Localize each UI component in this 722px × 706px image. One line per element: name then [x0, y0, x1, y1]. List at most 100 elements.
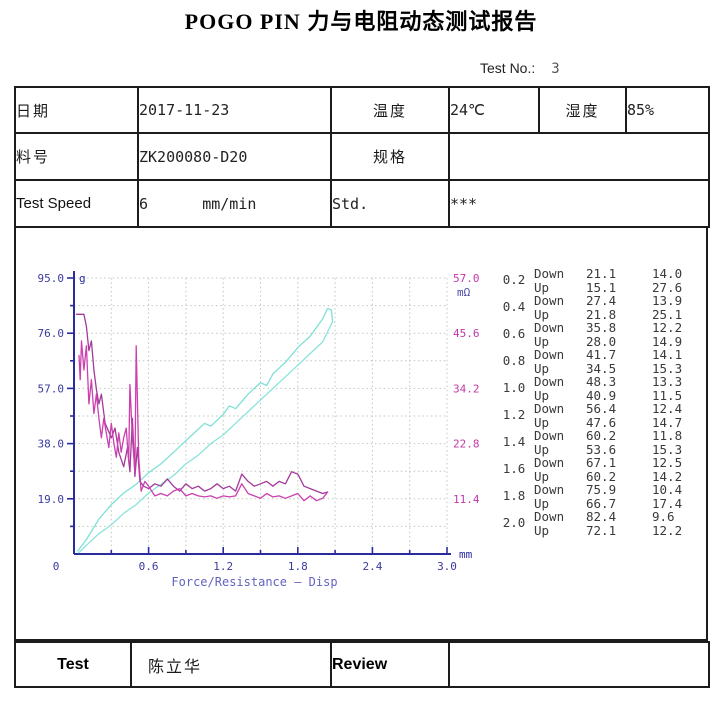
- down-force-value: 48.3: [586, 374, 617, 389]
- date-value: 2017-11-23: [137, 86, 332, 134]
- down-force-value: 41.7: [586, 347, 617, 362]
- displacement-value: 1.8: [502, 488, 526, 503]
- speed-label: Test Speed: [14, 179, 139, 228]
- x-axis-tick-label: 0.6: [139, 560, 159, 573]
- up-resistance-value: 14.9: [652, 333, 683, 349]
- down-force-value: 67.1: [586, 455, 617, 470]
- down-resistance-value: 12.5: [652, 455, 683, 470]
- up-label: Up: [534, 522, 550, 538]
- down-resistance-value: 14.0: [652, 266, 683, 281]
- up-resistance-value: 11.5: [652, 387, 683, 403]
- up-force-value: 21.8: [586, 306, 617, 322]
- up-resistance-value: 14.2: [652, 468, 683, 484]
- down-label: Down: [534, 374, 565, 389]
- x-axis-tick-label: 1.2: [213, 560, 233, 573]
- up-label: Up: [534, 360, 550, 376]
- signature-table: Test 陈立华 Review: [14, 641, 710, 688]
- up-label: Up: [534, 468, 550, 484]
- down-force-value: 27.4: [586, 293, 617, 308]
- up-force-value: 15.1: [586, 279, 617, 295]
- right-axis-tick-label: 11.4: [453, 493, 480, 506]
- down-force-value: 21.1: [586, 266, 617, 281]
- left-axis-tick-label: 57.0: [38, 382, 65, 395]
- test-no-label: Test No.:: [480, 60, 536, 76]
- up-force-value: 60.2: [586, 468, 617, 484]
- down-force-value: 82.4: [586, 509, 617, 524]
- up-label: Up: [534, 495, 550, 511]
- spec-value: [448, 132, 710, 181]
- measurement-group: 0.8 Down 41.7 14.1 Up 34.5 15.3: [494, 347, 708, 376]
- measurement-group: 1.4 Down 60.2 11.8 Up 53.6 15.3: [494, 428, 708, 457]
- up-label: Up: [534, 279, 550, 295]
- up-force-value: 28.0: [586, 333, 617, 349]
- up-force-value: 34.5: [586, 360, 617, 376]
- measurement-group: 1.8 Down 75.9 10.4 Up 66.7 17.4: [494, 482, 708, 511]
- info-row-part: 料号 ZK200080-D20 规格: [14, 132, 710, 181]
- speed-value: 6 mm/min: [137, 179, 332, 228]
- humidity-label: 湿度: [538, 86, 627, 134]
- up-force-value: 72.1: [586, 522, 617, 538]
- right-axis-tick-label: 22.8: [453, 438, 480, 451]
- info-table: 日期 2017-11-23 温度 24℃ 湿度 85% 料号 ZK200080-…: [14, 86, 710, 228]
- down-label: Down: [534, 266, 565, 281]
- down-resistance-value: 13.9: [652, 293, 683, 308]
- up-label: Up: [534, 387, 550, 403]
- info-row-speed: Test Speed 6 mm/min Std. ***: [14, 179, 710, 228]
- temp-label: 温度: [330, 86, 450, 134]
- up-resistance-value: 15.3: [652, 441, 683, 457]
- down-label: Down: [534, 509, 565, 524]
- displacement-value: 0.2: [502, 272, 526, 287]
- part-label: 料号: [14, 132, 139, 181]
- up-label: Up: [534, 333, 550, 349]
- down-resistance-value: 9.6: [652, 509, 675, 524]
- test-label: Test: [14, 641, 132, 688]
- resistance-up-curve: [78, 340, 329, 502]
- right-axis-unit: mΩ: [457, 286, 471, 299]
- measurement-group: 1.0 Down 48.3 13.3 Up 40.9 11.5: [494, 374, 708, 403]
- resistance-down-curve: [75, 313, 329, 495]
- down-force-value: 75.9: [586, 482, 617, 497]
- up-resistance-value: 14.7: [652, 414, 683, 430]
- displacement-value: 0.4: [502, 299, 526, 314]
- displacement-value: 1.2: [502, 407, 526, 422]
- chart-caption: Force/Resistance — Disp: [171, 575, 337, 589]
- up-resistance-value: 15.3: [652, 360, 683, 376]
- down-label: Down: [534, 347, 565, 362]
- up-force-value: 66.7: [586, 495, 617, 511]
- spec-label: 规格: [330, 132, 450, 181]
- up-resistance-value: 17.4: [652, 495, 683, 511]
- up-resistance-value: 25.1: [652, 306, 683, 322]
- up-force-value: 53.6: [586, 441, 617, 457]
- displacement-value: 1.0: [502, 380, 526, 395]
- up-force-value: 47.6: [586, 414, 617, 430]
- measurement-group: 0.4 Down 27.4 13.9 Up 21.8 25.1: [494, 293, 708, 322]
- force-up-curve: [78, 320, 334, 554]
- humidity-value: 85%: [625, 86, 710, 134]
- down-label: Down: [534, 293, 565, 308]
- down-resistance-value: 14.1: [652, 347, 683, 362]
- force-down-curve: [77, 307, 334, 552]
- down-resistance-value: 12.4: [652, 401, 683, 416]
- down-resistance-value: 13.3: [652, 374, 683, 389]
- test-no: Test No.: 3: [480, 60, 560, 77]
- chart-panel: 95.0 76.0 57.0 38.0 19.0 g 57.0 45.6 34.2 22.8 11.…: [14, 226, 708, 641]
- left-axis-tick-label: 19.0: [38, 493, 65, 506]
- displacement-value: 1.4: [502, 434, 526, 449]
- up-label: Up: [534, 306, 550, 322]
- down-label: Down: [534, 455, 565, 470]
- info-row-date: 日期 2017-11-23 温度 24℃ 湿度 85%: [14, 86, 710, 134]
- down-resistance-value: 11.8: [652, 428, 683, 443]
- test-no-value: 3: [551, 61, 560, 77]
- x-axis-tick-label: 1.8: [288, 560, 308, 573]
- measurement-table: 0.2 Down 21.1 14.0 Up 15.1 27.6 0.4 Down 27.4 13.9…: [494, 266, 708, 538]
- left-axis-unit: g: [79, 272, 86, 285]
- down-force-value: 56.4: [586, 401, 617, 416]
- measurement-group: 2.0 Down 82.4 9.6 Up 72.1 12.2: [494, 509, 708, 538]
- x-axis-tick-label: 0: [53, 560, 60, 573]
- std-value: ***: [448, 179, 710, 228]
- displacement-value: 1.6: [502, 461, 526, 476]
- down-resistance-value: 12.2: [652, 320, 683, 335]
- right-axis-tick-label: 34.2: [453, 382, 480, 395]
- left-axis-tick-label: 95.0: [38, 272, 65, 285]
- down-force-value: 60.2: [586, 428, 617, 443]
